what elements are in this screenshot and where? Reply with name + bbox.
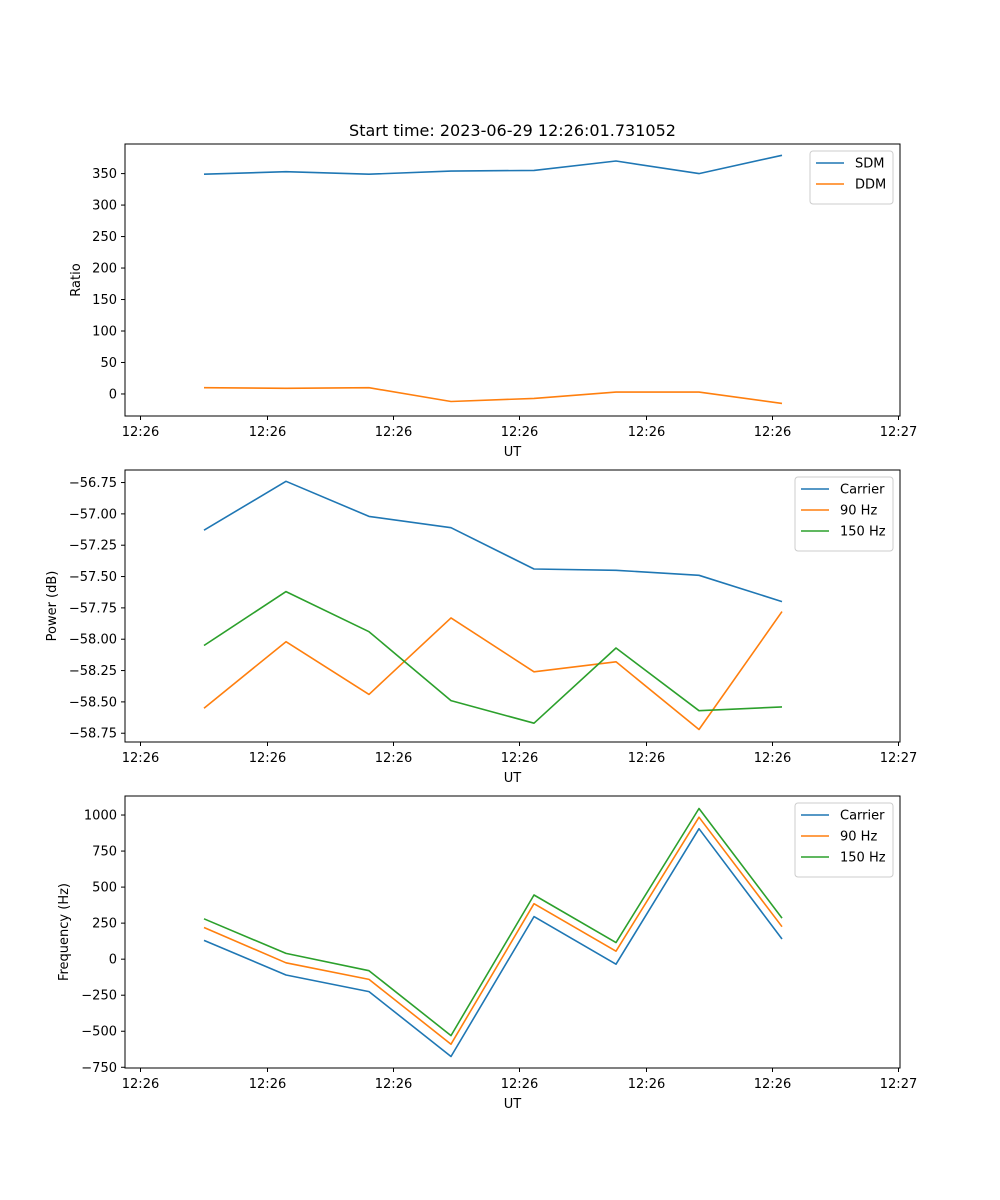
x-tick-label: 12:26 bbox=[122, 751, 159, 766]
x-axis-label: UT bbox=[504, 771, 522, 786]
x-tick-label: 12:27 bbox=[880, 751, 917, 766]
legend-label: Carrier bbox=[840, 809, 885, 824]
y-tick-label: −56.75 bbox=[69, 476, 117, 491]
series-line-sdm bbox=[203, 154, 783, 175]
x-tick-label: 12:26 bbox=[501, 425, 538, 440]
y-axis-label: Frequency (Hz) bbox=[57, 883, 72, 981]
panel-1: 0 50 100 150 200 250 300 350 12:26 12:26 12:26 12:2… bbox=[69, 143, 917, 460]
series-line-90-hz bbox=[203, 816, 783, 1045]
x-tick-label: 12:26 bbox=[628, 1077, 665, 1092]
y-tick-label: 200 bbox=[92, 262, 117, 277]
x-tick-label: 12:27 bbox=[880, 425, 917, 440]
x-tick-label: 12:26 bbox=[628, 751, 665, 766]
y-axis-label: Ratio bbox=[69, 263, 84, 296]
legend-label: Carrier bbox=[840, 483, 885, 498]
y-tick-label: −57.25 bbox=[69, 539, 117, 554]
x-tick-label: 12:26 bbox=[754, 1077, 791, 1092]
y-tick-label: 150 bbox=[92, 293, 117, 308]
x-tick-label: 12:26 bbox=[249, 751, 286, 766]
y-tick-label: −58.00 bbox=[69, 633, 117, 648]
series-line-150-hz bbox=[203, 807, 783, 1037]
panel-3: −750 −500 −250 0 250 500 750 1000 12:26 12:26 12:2… bbox=[57, 795, 917, 1112]
legend-label: 90 Hz bbox=[840, 504, 877, 519]
axes-frame bbox=[124, 469, 901, 743]
legend-box bbox=[809, 150, 894, 205]
x-tick-label: 12:26 bbox=[501, 751, 538, 766]
legend-box bbox=[794, 476, 894, 552]
x-tick-label: 12:27 bbox=[880, 1077, 917, 1092]
series-line-carrier bbox=[203, 827, 783, 1058]
y-tick-label: 300 bbox=[92, 199, 117, 214]
x-tick-label: 12:26 bbox=[754, 751, 791, 766]
y-tick-label: 1000 bbox=[84, 809, 117, 824]
x-tick-label: 12:26 bbox=[628, 425, 665, 440]
y-tick-label: −57.00 bbox=[69, 507, 117, 522]
y-tick-label: −250 bbox=[81, 989, 117, 1004]
x-tick-label: 12:26 bbox=[249, 425, 286, 440]
series-line-150-hz bbox=[203, 590, 783, 725]
x-tick-label: 12:26 bbox=[501, 1077, 538, 1092]
legend-label: 150 Hz bbox=[840, 525, 886, 540]
y-axis-label: Power (dB) bbox=[45, 571, 60, 642]
y-tick-label: −57.75 bbox=[69, 601, 117, 616]
x-tick-label: 12:26 bbox=[375, 425, 412, 440]
legend: Carrier 90 Hz 150 Hz bbox=[794, 476, 894, 552]
legend-box bbox=[794, 802, 894, 878]
y-tick-label: −58.25 bbox=[69, 664, 117, 679]
y-tick-label: −750 bbox=[81, 1061, 117, 1076]
y-tick-label: 0 bbox=[109, 953, 117, 968]
y-tick-label: 50 bbox=[100, 356, 117, 371]
series-line-ddm bbox=[203, 386, 783, 405]
x-tick-label: 12:26 bbox=[754, 425, 791, 440]
axes-frame bbox=[124, 143, 901, 417]
x-tick-label: 12:26 bbox=[375, 751, 412, 766]
legend: Carrier 90 Hz 150 Hz bbox=[794, 802, 894, 878]
x-tick-label: 12:26 bbox=[122, 1077, 159, 1092]
panel-2: −58.75 −58.50 −58.25 −58.00 −57.75 −57.50 −57.… bbox=[45, 469, 917, 786]
x-tick-label: 12:26 bbox=[122, 425, 159, 440]
legend: SDM DDM bbox=[809, 150, 894, 205]
legend-label: 90 Hz bbox=[840, 830, 877, 845]
legend-label: 150 Hz bbox=[840, 851, 886, 866]
x-axis-label: UT bbox=[504, 1097, 522, 1112]
y-tick-label: 750 bbox=[92, 845, 117, 860]
y-tick-label: 100 bbox=[92, 325, 117, 340]
panels: 0 50 100 150 200 250 300 350 12:26 12:26 12:26 12:2… bbox=[45, 143, 917, 1112]
legend-label: DDM bbox=[855, 178, 886, 193]
series-line-carrier bbox=[203, 480, 783, 603]
y-tick-label: 250 bbox=[92, 917, 117, 932]
y-tick-label: −500 bbox=[81, 1025, 117, 1040]
y-tick-label: 500 bbox=[92, 881, 117, 896]
y-tick-label: 250 bbox=[92, 230, 117, 245]
y-tick-label: −58.50 bbox=[69, 695, 117, 710]
figure-title: Start time: 2023-06-29 12:26:01.731052 bbox=[349, 121, 676, 140]
x-axis-label: UT bbox=[504, 445, 522, 460]
axes-frame bbox=[124, 795, 901, 1069]
y-tick-label: 350 bbox=[92, 167, 117, 182]
x-tick-label: 12:26 bbox=[249, 1077, 286, 1092]
series-line-90-hz bbox=[203, 611, 783, 731]
legend-label: SDM bbox=[855, 157, 884, 172]
y-tick-label: −58.75 bbox=[69, 727, 117, 742]
x-tick-label: 12:26 bbox=[375, 1077, 412, 1092]
y-tick-label: 0 bbox=[109, 387, 117, 402]
y-tick-label: −57.50 bbox=[69, 570, 117, 585]
